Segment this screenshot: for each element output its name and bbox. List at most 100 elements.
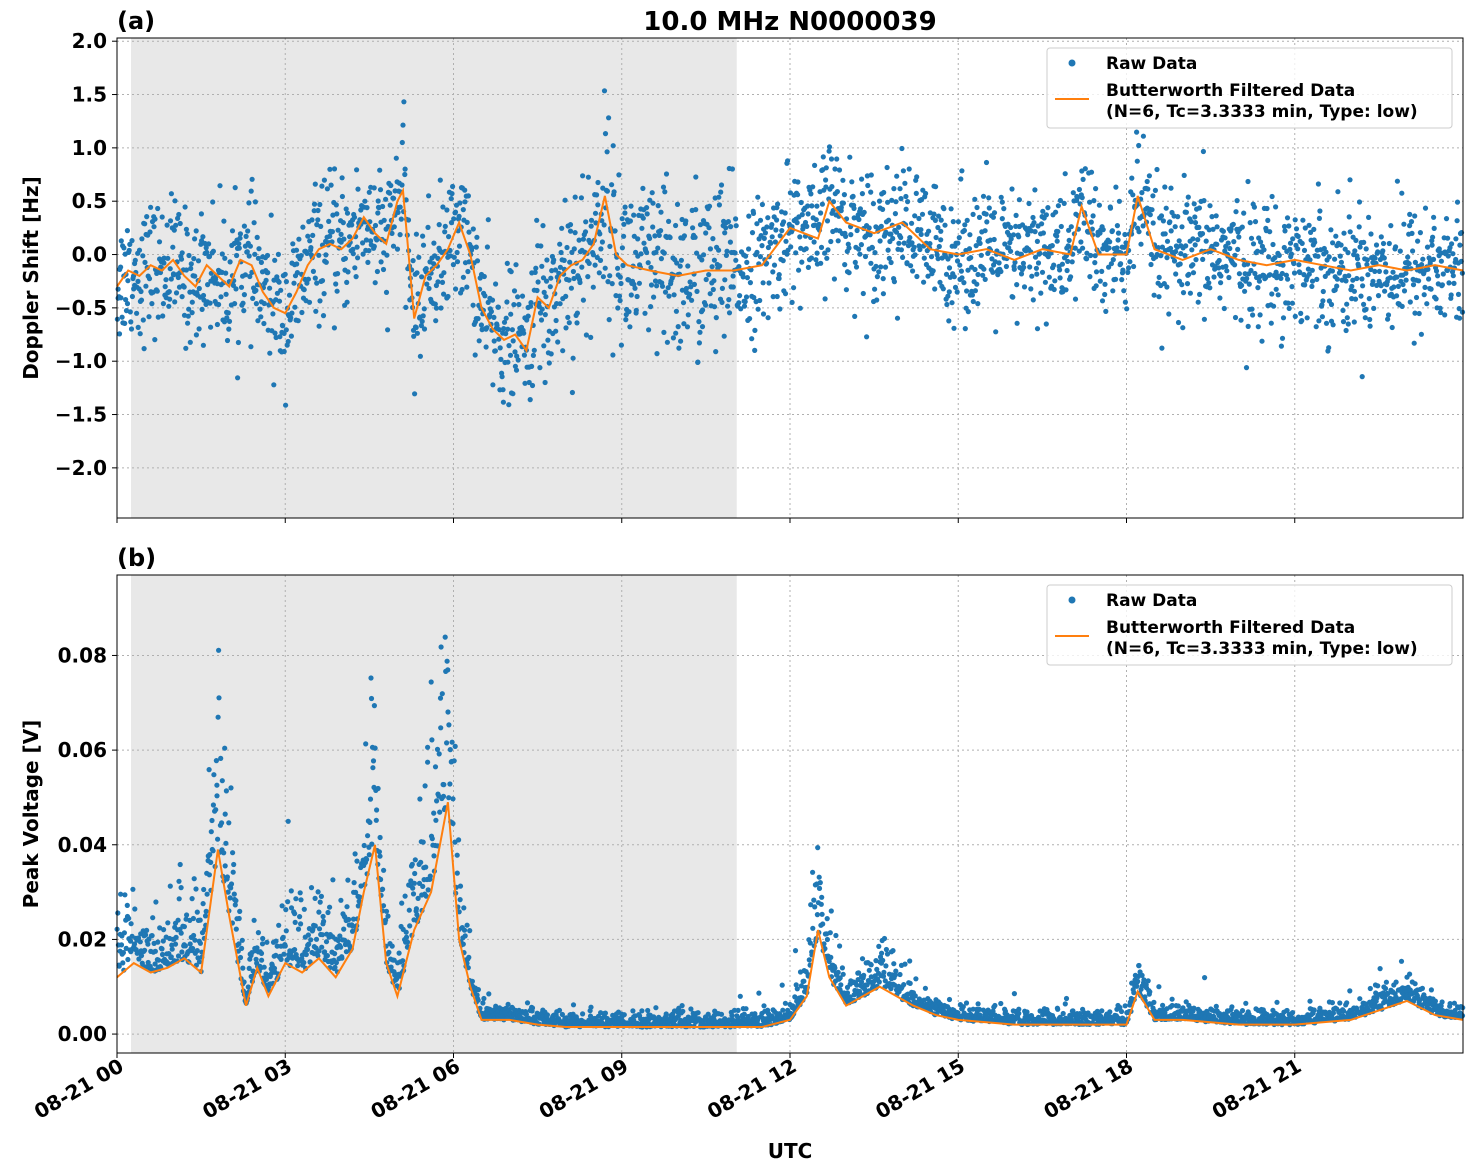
raw-data-point	[883, 946, 890, 953]
raw-data-point	[474, 234, 480, 240]
raw-data-point	[300, 224, 306, 230]
raw-data-point	[630, 1008, 636, 1014]
raw-data-point	[231, 861, 237, 868]
raw-data-point	[1162, 1010, 1168, 1016]
raw-data-point	[948, 206, 954, 212]
raw-data-point	[1416, 310, 1422, 317]
raw-data-point	[991, 236, 997, 243]
raw-data-point	[163, 277, 169, 283]
raw-data-point	[197, 917, 203, 923]
raw-data-point	[480, 1000, 486, 1006]
raw-data-point	[331, 166, 338, 172]
raw-data-point	[219, 778, 225, 784]
raw-data-point	[1114, 245, 1120, 251]
raw-data-point	[596, 270, 602, 276]
raw-data-point	[200, 901, 206, 907]
raw-data-point	[667, 234, 673, 241]
raw-data-point	[406, 907, 412, 913]
raw-data-point	[709, 264, 715, 270]
raw-data-point	[1130, 192, 1136, 198]
raw-data-point	[1107, 239, 1113, 245]
raw-data-point	[628, 203, 634, 209]
raw-data-point	[670, 335, 677, 341]
raw-data-point	[1210, 226, 1216, 232]
raw-data-point	[1074, 195, 1080, 201]
raw-data-point	[1246, 281, 1252, 287]
panel-a-legend-raw-marker	[1068, 59, 1076, 67]
raw-data-point	[141, 346, 147, 352]
raw-data-point	[515, 357, 521, 363]
raw-data-point	[142, 259, 148, 265]
raw-data-point	[399, 139, 405, 146]
raw-data-point	[1394, 293, 1400, 299]
raw-data-point	[1009, 186, 1015, 192]
raw-data-point	[812, 222, 818, 228]
raw-data-point	[253, 287, 259, 293]
raw-data-point	[872, 286, 878, 292]
raw-data-point	[210, 802, 216, 808]
raw-data-point	[160, 313, 166, 319]
raw-data-point	[1311, 226, 1317, 232]
raw-data-point	[675, 324, 681, 330]
raw-data-point	[922, 985, 929, 991]
raw-data-point	[378, 259, 384, 265]
raw-data-point	[1255, 285, 1261, 291]
raw-data-point	[570, 268, 577, 275]
raw-data-point	[474, 258, 481, 264]
raw-data-point	[559, 225, 565, 231]
raw-data-point	[125, 956, 131, 963]
raw-data-point	[1032, 229, 1038, 235]
raw-data-point	[298, 921, 304, 927]
raw-data-point	[319, 932, 326, 938]
raw-data-point	[399, 182, 405, 188]
raw-data-point	[283, 928, 289, 934]
raw-data-point	[728, 224, 734, 230]
raw-data-point	[808, 255, 815, 261]
raw-data-point	[539, 306, 545, 312]
raw-data-point	[999, 216, 1005, 222]
raw-data-point	[475, 987, 481, 993]
raw-data-point	[954, 289, 960, 295]
raw-data-point	[1256, 235, 1262, 241]
panel-a-legend[interactable]: Raw Data Butterworth Filtered Data (N=6,…	[1046, 47, 1453, 129]
raw-data-point	[826, 196, 832, 202]
raw-data-point	[122, 320, 128, 326]
raw-data-point	[159, 946, 165, 952]
raw-data-point	[1378, 234, 1384, 240]
raw-data-point	[1087, 274, 1093, 280]
raw-data-point	[310, 232, 316, 238]
raw-data-point	[350, 923, 356, 929]
raw-data-point	[1236, 271, 1242, 277]
raw-data-point	[223, 840, 229, 846]
raw-data-point	[612, 228, 618, 234]
raw-data-point	[1182, 253, 1188, 259]
raw-data-point	[445, 667, 451, 673]
raw-data-point	[160, 301, 166, 307]
raw-data-point	[1239, 224, 1245, 230]
raw-data-point	[1264, 205, 1270, 212]
raw-data-point	[808, 902, 814, 908]
raw-data-point	[281, 951, 287, 957]
raw-data-point	[609, 281, 615, 287]
raw-data-point	[350, 916, 357, 922]
raw-data-point	[350, 246, 356, 252]
raw-data-point	[522, 380, 528, 386]
raw-data-point	[330, 877, 336, 883]
raw-data-point	[1412, 310, 1418, 316]
raw-data-point	[1230, 221, 1236, 227]
raw-data-point	[200, 234, 206, 240]
raw-data-point	[824, 255, 830, 261]
raw-data-point	[1456, 306, 1462, 312]
raw-data-point	[1411, 340, 1417, 346]
raw-data-point	[231, 891, 237, 897]
raw-data-point	[701, 252, 707, 258]
raw-data-point	[975, 301, 981, 307]
raw-data-point	[555, 339, 561, 345]
raw-data-point	[803, 246, 809, 252]
raw-data-point	[254, 234, 260, 240]
raw-data-point	[125, 278, 131, 284]
raw-data-point	[1171, 258, 1178, 264]
raw-data-point	[399, 900, 405, 906]
raw-data-point	[782, 1000, 789, 1006]
raw-data-point	[681, 321, 687, 327]
